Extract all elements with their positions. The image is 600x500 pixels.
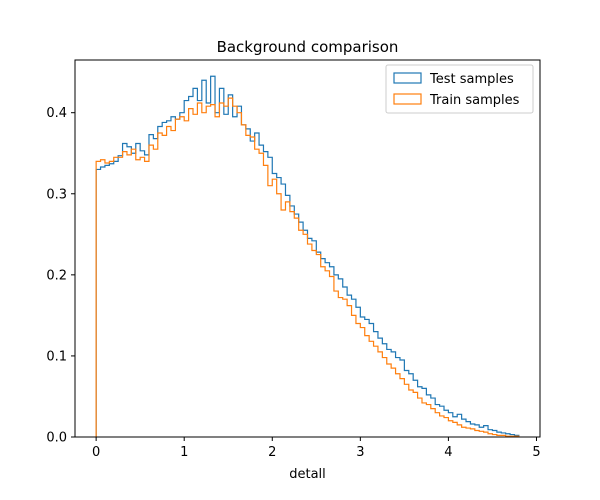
x-tick-label: 2 xyxy=(268,445,276,460)
legend-swatch-test-samples xyxy=(393,72,422,84)
legend: Test samples Train samples xyxy=(385,64,534,114)
y-tick-label: 0.4 xyxy=(46,106,67,121)
axes-frame xyxy=(74,59,541,438)
y-tick-label: 0.1 xyxy=(46,349,67,364)
legend-box xyxy=(385,64,534,114)
x-tick-label: 1 xyxy=(180,445,188,460)
legend-swatch-train-samples xyxy=(393,93,422,105)
plot-area: 0 1 2 3 4 5 0.0 0.1 0.2 0.3 0.4 xyxy=(46,59,541,460)
y-tick-label: 0.3 xyxy=(46,187,67,202)
y-tick-label: 0.2 xyxy=(46,268,67,283)
x-tick-label: 0 xyxy=(92,445,100,460)
chart-title: Background comparison xyxy=(217,38,399,56)
series-line-train-samples xyxy=(95,97,520,437)
x-tick-label: 5 xyxy=(532,445,540,460)
legend-label-train-samples: Train samples xyxy=(429,93,520,108)
x-axis-label: detall xyxy=(289,467,326,482)
y-tick-label: 0.0 xyxy=(46,431,67,446)
x-tick-label: 3 xyxy=(356,445,364,460)
legend-label-test-samples: Test samples xyxy=(429,72,514,87)
x-tick-label: 4 xyxy=(444,445,452,460)
